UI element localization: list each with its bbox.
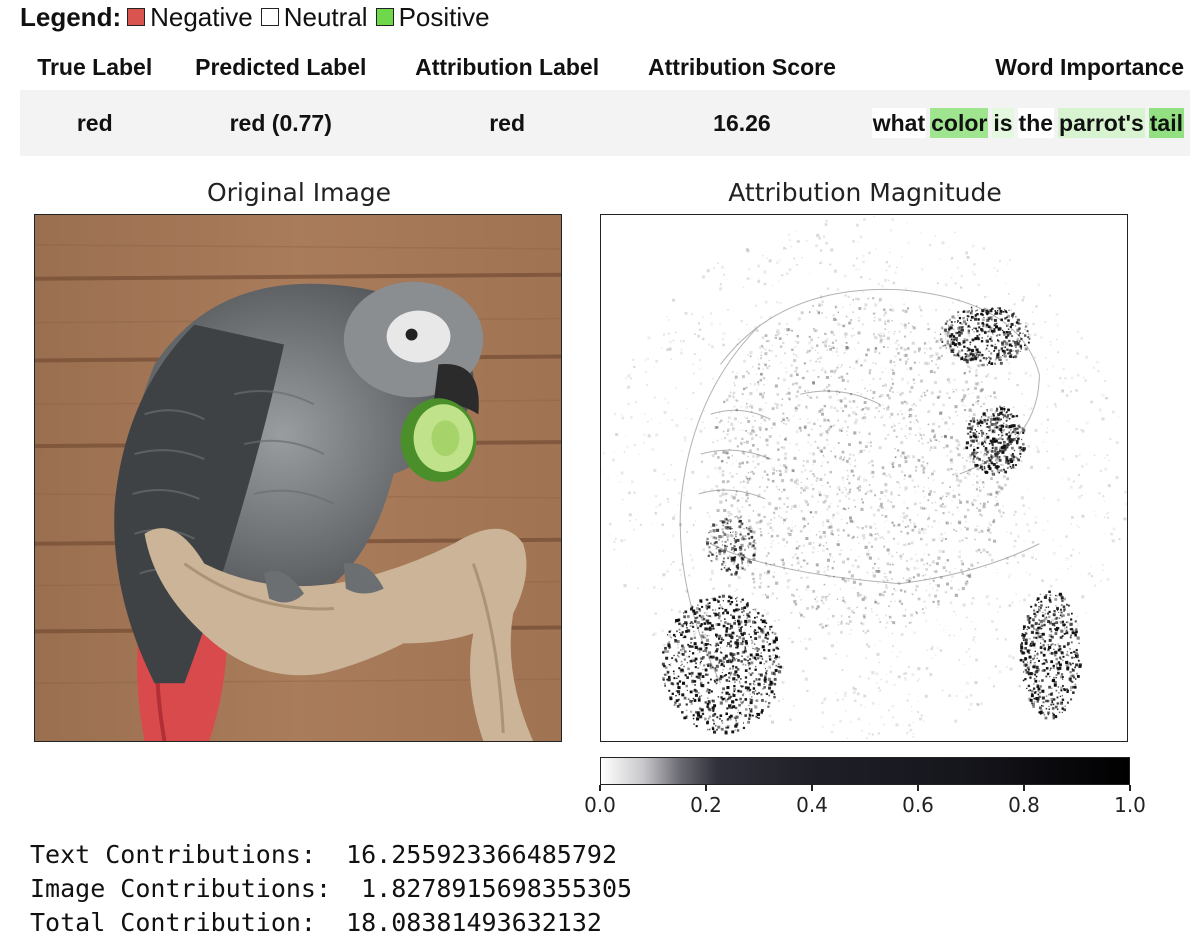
legend-item-negative: Negative	[127, 2, 253, 33]
cell-word-importance: what color is the parrot's tail	[862, 90, 1190, 156]
word-token: the	[1017, 108, 1055, 138]
console-line-image-contributions: Image Contributions: 1.8278915698355305	[30, 874, 633, 903]
table-header-row: True Label Predicted Label Attribution L…	[20, 44, 1190, 90]
colorbar-tick-mark	[1023, 785, 1025, 791]
word-token: color	[930, 108, 989, 138]
legend-label-negative: Negative	[150, 1, 253, 32]
table-row: red red (0.77) red 16.26 what color is the p…	[20, 90, 1190, 156]
colorbar-tick-label: 0.6	[902, 793, 934, 817]
colorbar-tick-label: 1.0	[1114, 793, 1146, 817]
colorbar-tick-label: 0.8	[1008, 793, 1040, 817]
original-image-title: Original Image	[206, 178, 392, 207]
attribution-magnitude-title: Attribution Magnitude	[728, 178, 1002, 207]
legend-swatch-negative	[127, 8, 146, 26]
cell-attribution-score: 16.26	[713, 109, 771, 136]
word-token: parrot's	[1058, 108, 1145, 138]
cell-true-label: red	[76, 109, 113, 136]
colorbar-tick-mark	[917, 785, 919, 791]
colorbar-tick-label: 0.4	[796, 793, 828, 817]
word-token: what	[871, 108, 927, 138]
colorbar-tick-label: 0.2	[690, 793, 722, 817]
colorbar-tick-mark	[599, 785, 601, 791]
colorbar-tick-label: 0.0	[584, 793, 616, 817]
header-predicted-label: Predicted Label	[195, 53, 367, 80]
legend-item-positive: Positive	[375, 1, 490, 33]
colorbar-tick-mark	[705, 785, 707, 791]
legend-swatch-positive	[375, 8, 394, 26]
header-attribution-label: Attribution Label	[415, 53, 600, 80]
cell-predicted-label: red (0.77)	[229, 109, 332, 136]
console-output: Text Contributions: 16.255923366485792 Im…	[30, 838, 632, 940]
console-line-total-contribution: Total Contribution: 18.08381493632132	[30, 908, 602, 937]
legend: Legend: Negative Neutral Positive	[20, 2, 498, 32]
colorbar	[600, 757, 1130, 785]
legend-item-neutral: Neutral	[260, 1, 368, 33]
attribution-heatmap	[601, 215, 1127, 741]
word-token: tail	[1148, 108, 1184, 138]
cell-attribution-label: red	[489, 109, 525, 136]
parrot-illustration	[35, 215, 561, 741]
word-token: is	[992, 108, 1014, 138]
header-word-importance: Word Importance	[995, 53, 1184, 80]
legend-label-positive: Positive	[398, 1, 490, 32]
header-attribution-score: Attribution Score	[648, 53, 836, 80]
colorbar-tick-mark	[811, 785, 813, 791]
legend-title: Legend:	[20, 1, 122, 32]
attribution-table: True Label Predicted Label Attribution L…	[20, 44, 1190, 156]
legend-label-neutral: Neutral	[283, 1, 368, 32]
attribution-magnitude-map	[600, 214, 1128, 742]
legend-swatch-neutral	[260, 8, 279, 26]
header-true-label: True Label	[37, 53, 153, 80]
colorbar-tick-mark	[1129, 785, 1131, 791]
original-image	[34, 214, 562, 742]
console-line-text-contributions: Text Contributions: 16.255923366485792	[30, 840, 617, 869]
